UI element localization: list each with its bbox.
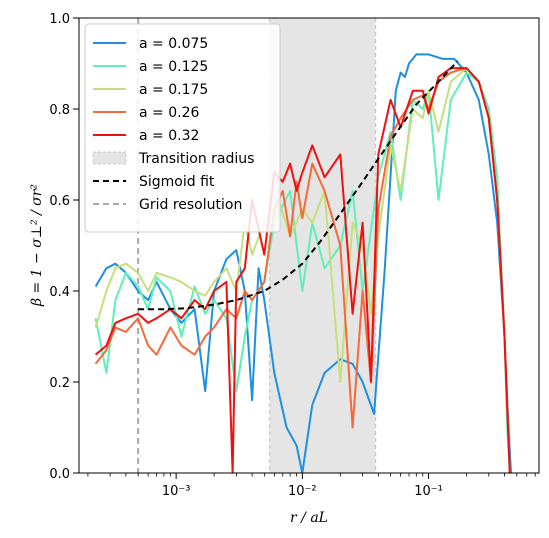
x-tick-label: 10⁻¹ xyxy=(414,484,443,499)
y-tick-label: 0.0 xyxy=(49,467,70,482)
legend-label-grid-resolution: Grid resolution xyxy=(139,197,242,213)
y-tick-label: 0.2 xyxy=(49,376,70,391)
y-tick-label: 1.0 xyxy=(49,12,70,27)
legend-label-transition: Transition radius xyxy=(138,151,254,167)
y-tick-label: 0.4 xyxy=(49,285,70,300)
legend: a = 0.075 a = 0.125 a = 0.175 a = 0.26 a = 0… xyxy=(84,23,281,233)
legend-label-series-3: a = 0.175 xyxy=(139,82,208,98)
legend-label-series-5: a = 0.32 xyxy=(139,128,199,144)
sigmoid-fit-line xyxy=(138,60,459,311)
y-tick-label: 0.8 xyxy=(49,103,70,118)
x-axis-ticks: 10⁻³ 10⁻² 10⁻¹ xyxy=(87,473,536,499)
y-axis-label: β = 1 − σ⊥² / σr² xyxy=(29,184,45,307)
legend-frame xyxy=(84,23,281,233)
legend-swatch-transition xyxy=(92,151,127,165)
y-axis-ticks: 0.0 0.2 0.4 0.6 0.8 1.0 xyxy=(49,12,79,482)
legend-label-series-1: a = 0.075 xyxy=(139,36,208,52)
plot-frame xyxy=(78,17,540,474)
legend-label-series-2: a = 0.125 xyxy=(139,59,208,75)
x-axis-label: r / aL xyxy=(290,510,328,526)
legend-label-series-4: a = 0.26 xyxy=(139,105,199,121)
legend-label-sigmoid: Sigmoid fit xyxy=(139,174,215,190)
x-tick-label: 10⁻³ xyxy=(162,484,191,499)
series-line-3 xyxy=(94,67,511,473)
x-tick-label: 10⁻² xyxy=(288,484,317,499)
y-tick-label: 0.6 xyxy=(49,194,70,209)
